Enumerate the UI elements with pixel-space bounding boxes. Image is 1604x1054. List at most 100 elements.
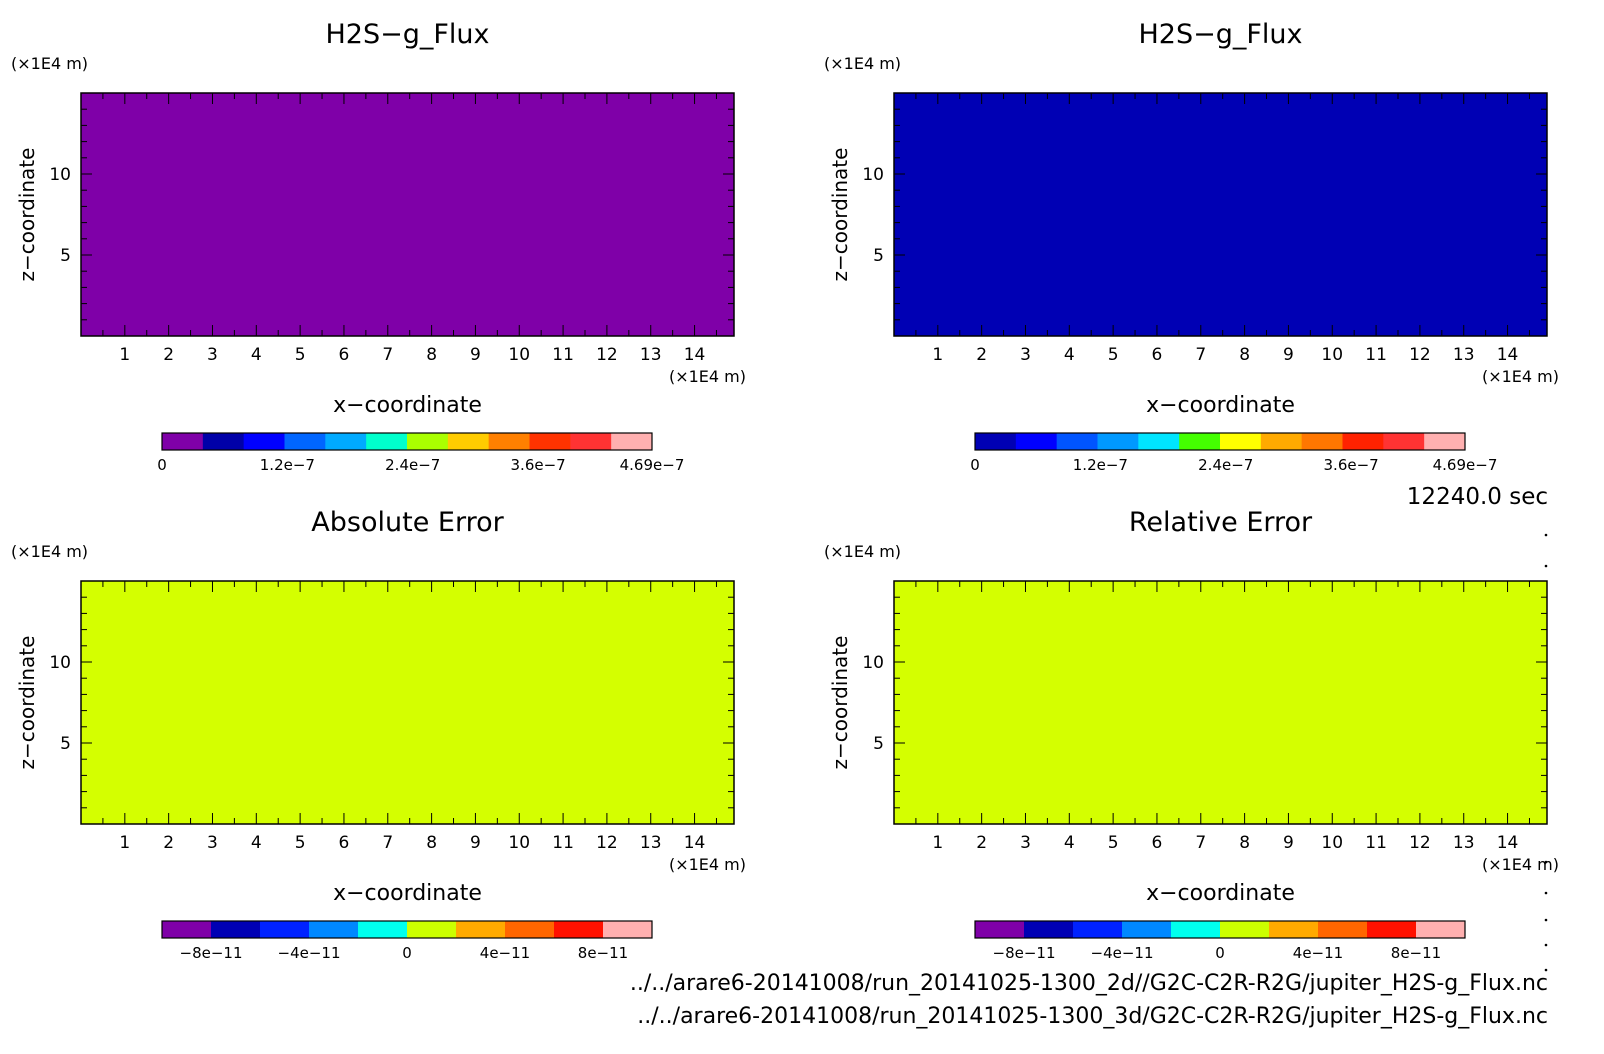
colorbar-segment [611,433,653,450]
colorbar-tick-label: 4.69e−7 [620,456,685,474]
x-tick-label: 6 [1152,345,1163,365]
x-tick-label: 13 [1453,833,1475,853]
x-tick-label: 5 [295,833,306,853]
y-tick-label: 10 [862,165,884,185]
x-unit-label: (×1E4 m) [669,855,746,874]
colorbar-segment [260,921,310,938]
colorbar-segment [309,921,359,938]
colorbar-segment [447,433,490,450]
x-tick-label: 2 [976,345,987,365]
colorbar-segment [1367,921,1417,938]
x-tick-label: 14 [1497,833,1519,853]
y-unit-label: (×1E4 m) [11,54,88,73]
colorbar-segment [1318,921,1368,938]
colorbar-tick-label: 1.2e−7 [260,456,315,474]
x-tick-label: 10 [1321,833,1343,853]
colorbar-segment [1073,921,1123,938]
plot-frame [893,580,1548,825]
y-axis-label: z−coordinate [15,636,39,770]
x-tick-label: 7 [382,345,393,365]
margin-dot-marker [1544,943,1548,947]
colorbar-segment [488,433,530,450]
chart-title: Relative Error [1129,507,1313,538]
x-tick-label: 7 [1195,833,1206,853]
colorbar-segment [1342,433,1384,450]
x-tick-label: 2 [976,833,987,853]
colorbar-tick-label: −4e−11 [1091,944,1154,962]
file-path-2d: ../../arare6-20141008/run_20141025-1300_… [630,971,1548,996]
x-tick-label: 8 [426,345,437,365]
field-fill [894,93,1547,336]
margin-dot-marker [1544,533,1548,537]
x-tick-label: 2 [163,345,174,365]
colorbar-segment [1269,921,1319,938]
x-tick-label: 12 [596,345,618,365]
colorbar-segment [1220,921,1270,938]
x-tick-label: 12 [1409,833,1431,853]
x-tick-label: 8 [1239,833,1250,853]
x-axis-label: x−coordinate [333,393,482,418]
colorbar-segment [1097,433,1139,450]
x-tick-label: 14 [1497,345,1519,365]
y-tick-label: 5 [873,246,884,266]
chart-panel-4: Relative Error(×1E4 m)1 2 3 4 5 6 7 8 9 10 11 12 13 1… [824,507,1559,962]
x-tick-label: 5 [1108,345,1119,365]
colorbar-segment [570,433,612,450]
chart-title: Absolute Error [311,507,504,538]
y-unit-label: (×1E4 m) [824,542,901,561]
colorbar-segment [456,921,506,938]
colorbar-frame [161,432,653,451]
colorbar-segment [1179,433,1221,450]
x-tick-label: 11 [552,833,574,853]
colorbar-segment [162,921,212,938]
colorbar-segment [1260,433,1303,450]
plot-frame [893,92,1548,337]
time-label: 12240.0 sec [1407,484,1548,510]
x-tick-label: 1 [932,345,943,365]
colorbar-segment [603,921,653,938]
colorbar-segment [1301,433,1343,450]
colorbar-tick-label: 3.6e−7 [1324,456,1379,474]
colorbar-segment [1220,433,1262,450]
x-tick-label: 7 [382,833,393,853]
x-tick-label: 14 [684,833,706,853]
x-axis-label: x−coordinate [333,881,482,906]
chart-panel-2: H2S−g_Flux(×1E4 m)1 2 3 4 5 6 7 8 9 10 11 12 13 14510… [824,19,1559,474]
chart-title: H2S−g_Flux [1138,19,1302,50]
chart-panel-1: H2S−g_Flux(×1E4 m)1 2 3 4 5 6 7 8 9 10 11 12 13 14510… [11,19,746,474]
x-tick-label: 14 [684,345,706,365]
colorbar-segment [284,433,326,450]
colorbar-segment [211,921,261,938]
x-tick-label: 13 [1453,345,1475,365]
colorbar-segment [1383,433,1425,450]
x-unit-label: (×1E4 m) [1482,367,1559,386]
colorbar-segment [366,433,408,450]
colorbar-segment [202,433,245,450]
colorbar-frame [974,432,1466,451]
colorbar-segment [358,921,408,938]
x-tick-label: 10 [508,833,530,853]
x-tick-label: 4 [251,345,262,365]
field-fill [81,93,734,336]
margin-dot-marker [1544,564,1548,568]
y-tick-label: 10 [49,165,71,185]
y-axis-label: z−coordinate [15,148,39,282]
x-tick-label: 2 [163,833,174,853]
colorbar-segment [975,433,1017,450]
file-path-3d: ../../arare6-20141008/run_20141025-1300_… [637,1004,1548,1029]
x-axis-label: x−coordinate [1146,393,1295,418]
colorbar-tick-label: 0 [1215,944,1225,962]
x-tick-label: 9 [1283,833,1294,853]
x-tick-label: 4 [1064,833,1075,853]
x-tick-label: 3 [1020,345,1031,365]
y-tick-label: 5 [60,734,71,754]
colorbar-segment [1416,921,1466,938]
colorbar-segment [554,921,604,938]
colorbar-segment [407,921,457,938]
colorbar-tick-label: 1.2e−7 [1073,456,1128,474]
x-tick-label: 7 [1195,345,1206,365]
x-axis-label: x−coordinate [1146,881,1295,906]
colorbar-segment [1424,433,1466,450]
x-tick-label: 5 [295,345,306,365]
